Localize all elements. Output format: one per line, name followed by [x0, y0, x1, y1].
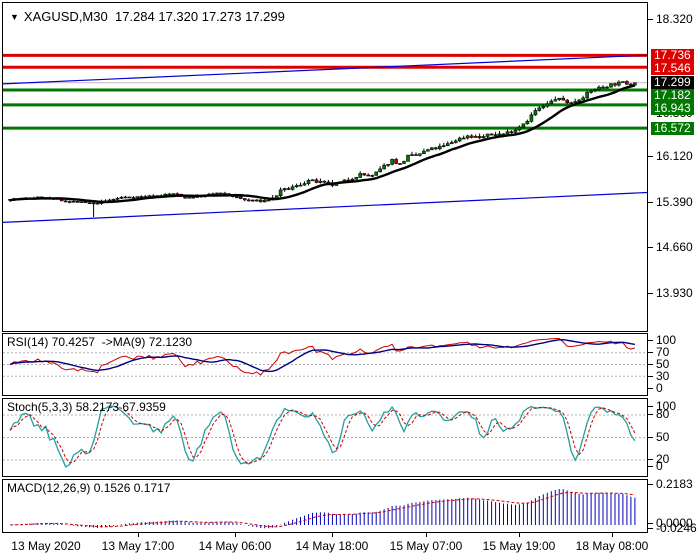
stochastic-canvas[interactable]: [3, 399, 647, 476]
time-axis-tick-mark: [519, 533, 520, 537]
time-axis-tick-mark: [138, 533, 139, 537]
time-axis[interactable]: 13 May 2020 13 May 17:00 14 May 06:00 14 Ma…: [2, 533, 648, 560]
axis-tick-mark: [648, 156, 653, 158]
time-axis-label: 15 May 07:00: [389, 539, 463, 553]
price-axis-tick-label: 15.390: [656, 194, 693, 209]
price-axis-badge-support: 17.182: [651, 89, 694, 103]
time-axis-label: 13 May 17:00: [101, 539, 175, 553]
time-axis-label: 18 May 08:00: [575, 539, 649, 553]
time-axis-label: 15 May 19:00: [482, 539, 556, 553]
price-axis-tick-label: 100: [656, 333, 677, 347]
price-axis-tick-label: 0.0000: [656, 516, 693, 530]
price-axis-tick-label: 16.120: [656, 149, 693, 164]
price-axis-tick-label: -0.0246: [656, 521, 697, 535]
price-axis-tick-label: 0: [656, 459, 663, 473]
price-axis-badge-support: 16.572: [651, 121, 694, 135]
axis-tick-mark: [648, 406, 653, 407]
axis-tick-mark: [648, 364, 653, 365]
chart-symbol-label: XAGUSD,M30: [23, 9, 108, 24]
symbol-dropdown-icon: ▼: [10, 12, 19, 22]
axis-tick-mark: [648, 292, 653, 294]
price-axis-tick-label: 50: [656, 430, 670, 444]
time-axis-label: 14 May 18:00: [295, 539, 369, 553]
axis-tick-mark: [648, 388, 653, 389]
price-axis-column[interactable]: 18.32016.86016.12015.39014.66013.93017.7…: [648, 0, 700, 560]
price-axis-badge-support: 16.943: [651, 102, 694, 116]
time-axis-tick-mark: [332, 533, 333, 537]
macd-indicator-panel[interactable]: MACD(12,26,9) 0.1526 0.1717: [2, 479, 648, 533]
price-axis-tick-label: 80: [656, 407, 670, 421]
stochastic-indicator-panel[interactable]: Stoch(5,3,3) 58.2173 67.9359: [2, 398, 648, 477]
axis-tick-mark: [648, 528, 653, 529]
price-axis-tick-label: 0.2183: [656, 477, 693, 491]
time-axis-label: 14 May 06:00: [198, 539, 272, 553]
chart-title: ▼ XAGUSD,M30 17.284 17.320 17.273 17.299: [10, 9, 285, 24]
time-axis-tick-mark: [612, 533, 613, 537]
axis-tick-mark: [648, 19, 653, 20]
price-axis-tick-label: 0: [656, 381, 663, 395]
chart-ohlc-values: 17.284 17.320 17.273 17.299: [114, 9, 285, 24]
axis-tick-mark: [648, 437, 653, 438]
price-axis-tick-label: 70: [656, 345, 670, 359]
rsi-label: RSI(14) 70.4257 ->MA(9) 72.1230: [7, 335, 193, 349]
axis-tick-mark: [648, 352, 653, 353]
axis-tick-mark: [648, 523, 653, 524]
stochastic-label: Stoch(5,3,3) 58.2173 67.9359: [7, 400, 166, 414]
time-axis-tick-mark: [426, 533, 427, 537]
price-axis-badge-current-price: 17.299: [651, 76, 694, 90]
price-axis-tick-label: 18.320: [656, 12, 693, 26]
price-axis-tick-label: 30: [656, 369, 670, 383]
price-axis-badge-resistance: 17.736: [651, 48, 694, 62]
price-axis-tick-label: 13.930: [656, 285, 693, 300]
axis-tick-mark: [648, 466, 653, 467]
price-axis-tick-label: 14.660: [656, 240, 693, 255]
axis-tick-mark: [648, 247, 653, 249]
rsi-indicator-panel[interactable]: RSI(14) 70.4257 ->MA(9) 72.1230: [2, 333, 648, 396]
axis-tick-mark: [648, 484, 653, 485]
price-chart-canvas[interactable]: [3, 3, 647, 331]
time-axis-tick-mark: [235, 533, 236, 537]
rsi-canvas[interactable]: [3, 334, 647, 395]
axis-tick-mark: [648, 201, 653, 203]
macd-canvas[interactable]: [3, 480, 647, 532]
axis-tick-mark: [648, 376, 653, 377]
axis-tick-mark: [648, 459, 653, 460]
price-axis-tick-label: 50: [656, 357, 670, 371]
time-axis-label: 13 May 2020: [11, 539, 81, 553]
price-axis-tick-label: 20: [656, 452, 670, 466]
price-axis-tick-label: 100: [656, 399, 677, 413]
axis-tick-mark: [648, 414, 653, 415]
main-price-chart-panel[interactable]: ▼ XAGUSD,M30 17.284 17.320 17.273 17.299: [2, 2, 648, 332]
macd-label: MACD(12,26,9) 0.1526 0.1717: [7, 481, 171, 495]
axis-tick-mark: [648, 340, 653, 341]
price-axis-badge-resistance: 17.546: [651, 61, 694, 75]
